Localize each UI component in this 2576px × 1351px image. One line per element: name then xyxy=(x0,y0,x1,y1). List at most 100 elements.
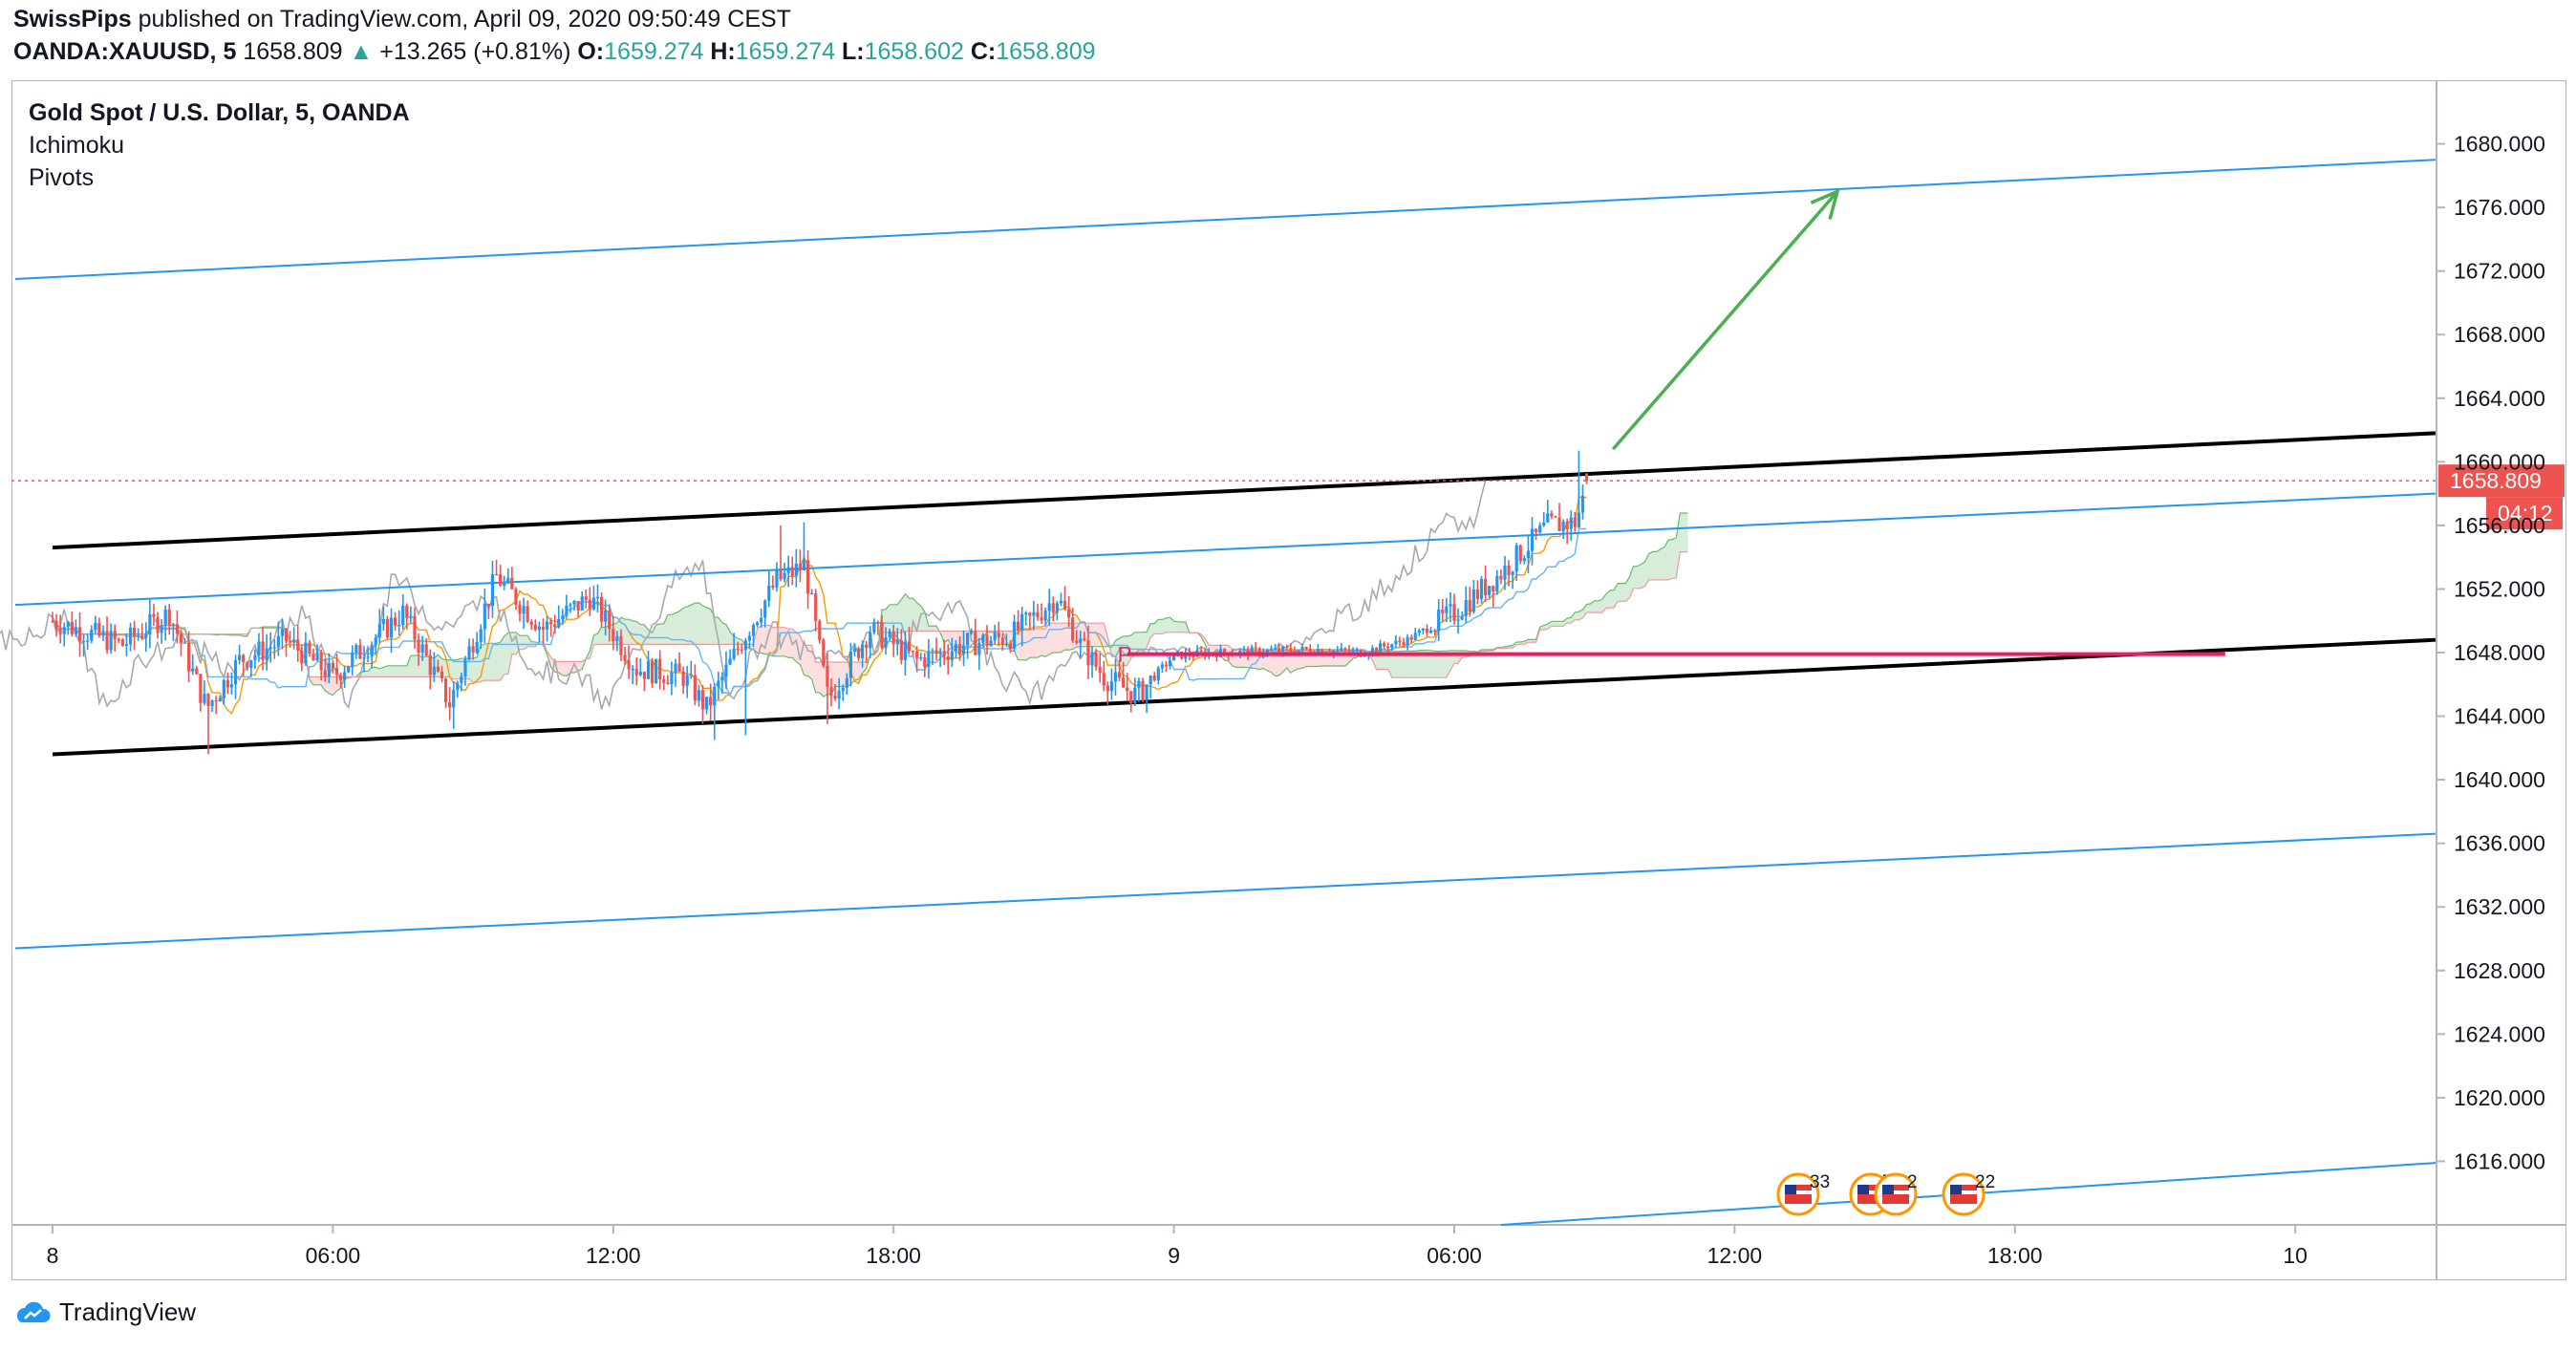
span-b-line xyxy=(153,551,1688,683)
candle-body xyxy=(1102,673,1106,686)
candle-body xyxy=(1421,628,1425,631)
candle-body xyxy=(1538,525,1542,533)
candle-body xyxy=(619,636,623,655)
countdown-text: 04:12 xyxy=(2498,501,2553,525)
cloud-segment xyxy=(819,662,824,697)
pivot-layer: P xyxy=(1118,643,2225,667)
cloud-segment xyxy=(629,619,633,645)
candle-body xyxy=(1437,609,1441,632)
cloud-segment xyxy=(815,662,820,693)
brand-label: TradingView xyxy=(59,1297,197,1326)
cloud-segment xyxy=(1684,512,1688,552)
candle-body xyxy=(818,620,822,640)
last-price-layer: 1658.809 04:12 xyxy=(11,464,2565,530)
cloud-segment xyxy=(1404,651,1408,678)
candle-body xyxy=(74,627,78,634)
candle-body xyxy=(351,653,354,667)
candles xyxy=(51,450,1589,755)
candle-body xyxy=(861,644,865,658)
candle-body xyxy=(934,650,938,654)
cloud-segment xyxy=(1053,623,1058,654)
candle-body xyxy=(915,651,919,659)
cloud-segment xyxy=(839,662,844,687)
cloud-segment xyxy=(469,658,474,683)
candle-body xyxy=(238,654,242,660)
cloud-segment xyxy=(655,623,660,645)
cloud-segment xyxy=(1672,537,1677,579)
candle-body xyxy=(545,621,549,631)
candle-body xyxy=(334,668,339,676)
candle-body xyxy=(265,648,268,660)
candle-body xyxy=(1277,648,1281,653)
candle-body xyxy=(1580,495,1585,513)
cloud-segment xyxy=(1033,629,1038,658)
pivots-legend[interactable]: Pivots xyxy=(29,164,95,191)
candle-body xyxy=(974,631,977,655)
cloud-segment xyxy=(932,626,937,632)
last-price-tag-text: 1658.809 xyxy=(2450,468,2542,493)
candle-body xyxy=(440,671,444,679)
candle-body xyxy=(1390,644,1394,649)
cloud-segment xyxy=(1049,623,1054,655)
cloud-segment xyxy=(1376,652,1381,670)
candle-body xyxy=(522,606,526,614)
candle-body xyxy=(1172,653,1176,661)
candle-body xyxy=(1051,603,1055,613)
candle-body xyxy=(323,670,327,677)
candle-body xyxy=(1106,685,1109,692)
candle-body xyxy=(997,633,1000,638)
candle-body xyxy=(1398,640,1402,643)
candle-body xyxy=(677,663,681,672)
candle-body xyxy=(124,644,129,647)
candle-body xyxy=(529,621,533,625)
candle-body xyxy=(954,644,957,652)
cloud-segment xyxy=(905,593,910,632)
candle-body xyxy=(646,660,651,679)
tradingview-brand[interactable]: TradingView xyxy=(13,1297,196,1327)
cloud-segment xyxy=(1037,629,1042,658)
candle-body xyxy=(911,651,915,653)
cloud-segment xyxy=(862,662,867,674)
cloud-segment xyxy=(1575,611,1579,620)
candle-body xyxy=(604,610,608,622)
candle-body xyxy=(51,620,54,622)
candle-body xyxy=(1071,617,1075,641)
ichimoku-cloud xyxy=(153,512,1688,697)
cloud-logo-icon xyxy=(16,1301,51,1322)
candle-body xyxy=(681,671,685,686)
candle-body xyxy=(760,617,763,623)
cloud-segment xyxy=(1061,623,1065,653)
cloud-segment xyxy=(1025,629,1030,661)
chart-frame[interactable] xyxy=(11,80,2566,1280)
ichimoku-legend[interactable]: Ichimoku xyxy=(29,132,125,159)
candle-body xyxy=(1222,649,1227,654)
candle-body xyxy=(771,585,775,589)
candle-body xyxy=(311,654,315,661)
cloud-segment xyxy=(368,667,373,677)
close-label: C: xyxy=(970,38,997,65)
cloud-segment xyxy=(804,645,808,676)
cloud-segment xyxy=(695,603,699,645)
candle-body xyxy=(70,622,74,634)
candle-body xyxy=(417,639,420,654)
candle-body xyxy=(1145,684,1148,700)
candle-body xyxy=(1199,650,1203,653)
candle-body xyxy=(358,645,362,659)
y-tick-label: 1664.000 xyxy=(2454,386,2545,411)
axis-lines xyxy=(11,80,2566,1280)
cloud-segment xyxy=(721,622,726,645)
candle-body xyxy=(128,628,133,645)
cloud-segment xyxy=(336,676,341,691)
candle-body xyxy=(144,634,148,638)
candle-body xyxy=(1409,636,1413,640)
author-name[interactable]: SwissPips xyxy=(13,6,132,32)
candle-body xyxy=(362,657,366,659)
candle-body xyxy=(775,570,779,589)
x-tick-label: 9 xyxy=(1168,1243,1180,1268)
cloud-segment xyxy=(807,645,812,679)
symbol-title[interactable]: Gold Spot / U.S. Dollar, 5, OANDA xyxy=(29,99,410,126)
candle-body xyxy=(148,613,152,635)
candle-body xyxy=(1452,604,1456,621)
candle-body xyxy=(1370,648,1375,654)
